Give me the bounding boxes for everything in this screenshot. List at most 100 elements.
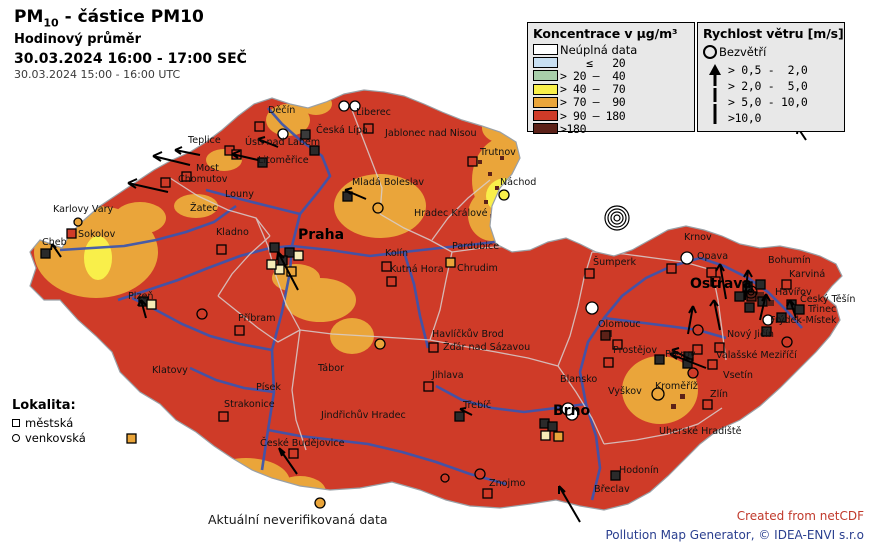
time-range-cet: 30.03.2024 16:00 - 17:00 SEČ <box>14 51 247 68</box>
city-label: Teplice <box>187 135 221 146</box>
city-label: Cheb <box>42 237 67 248</box>
concentration-swatch <box>533 70 558 82</box>
city-label: Ústí nad Labem <box>245 135 320 148</box>
city-label: Tábor <box>317 362 344 374</box>
city-label: Frýdek-Místek <box>770 314 837 326</box>
concentration-legend-row: Neúplná data <box>533 42 694 57</box>
pollutant-prefix: PM <box>14 7 44 27</box>
concentration-range-label: > 70 – 90 <box>560 95 626 110</box>
concentration-range-label: Neúplná data <box>560 42 638 57</box>
city-label: Přerov <box>665 348 696 360</box>
city-label: Prostějov <box>613 344 657 356</box>
city-label: Praha <box>298 227 344 243</box>
city-label: Havířov <box>775 286 812 298</box>
wind-speed-range-label: > 5,0 - 10,0 <box>728 95 808 109</box>
page-title: PM10 - částice PM10 <box>14 8 247 29</box>
city-label: Ostrava <box>690 276 752 292</box>
city-label: Valašské Meziříčí <box>716 349 797 361</box>
wind-arrow-icon <box>709 64 721 124</box>
averaging-label: Hodinový průměr <box>14 32 141 48</box>
city-label: Opava <box>697 251 728 262</box>
title-block: PM10 - částice PM10 Hodinový průměr 30.0… <box>14 8 247 82</box>
country-outline <box>29 89 843 511</box>
wind-calm-label: Bezvětří <box>719 45 767 59</box>
city-label: Kladno <box>216 227 249 238</box>
concentration-swatch <box>533 96 558 108</box>
concentration-range-label: ≤ 20 <box>560 55 626 70</box>
concentration-legend-row: >180 <box>533 121 694 136</box>
city-label: Litoměřice <box>258 154 309 166</box>
locality-item-urban: městská <box>12 415 86 430</box>
concentration-swatch <box>533 110 558 122</box>
wind-arrow-group <box>50 127 807 523</box>
time-range-utc: 30.03.2024 15:00 - 16:00 UTC <box>14 68 181 82</box>
city-label: Krnov <box>684 232 712 243</box>
credit-generator: Pollution Map Generator, © IDEA-ENVI s.r… <box>605 528 864 542</box>
concentration-legend-row: > 90 – 180 <box>533 108 694 123</box>
city-label: Nový Jičín <box>727 328 774 340</box>
locality-legend-title: Lokalita: <box>12 398 76 413</box>
city-label: Liberec <box>356 107 391 118</box>
concentration-legend-row: > 70 – 90 <box>533 95 694 110</box>
concentration-legend-row: ≤ 20 <box>533 55 694 70</box>
concentration-range-label: >180 <box>560 121 587 136</box>
concentration-swatch <box>533 57 558 69</box>
city-label: Trutnov <box>479 147 516 158</box>
concentration-swatch <box>533 123 558 135</box>
city-label: Kroměříž <box>655 380 698 392</box>
city-label: Sokolov <box>78 229 116 240</box>
city-label: Mladá Boleslav <box>352 176 424 188</box>
city-label: Louny <box>225 189 254 200</box>
concentration-legend-title: Koncentrace v µg/m³ <box>533 26 678 41</box>
city-label: Třebíč <box>462 399 491 411</box>
locality-item-rural: venkovská <box>12 430 86 445</box>
status-banner: Aktuální neverifikovaná data <box>202 511 394 528</box>
city-label: Žďár nad Sázavou <box>443 340 530 353</box>
city-label: Karlovy Vary <box>53 204 114 215</box>
urban-square-icon <box>12 418 20 427</box>
city-label: Kutná Hora <box>390 263 444 275</box>
credit-netcdf: Created from netCDF <box>736 509 864 523</box>
city-label: Jindřichův Hradec <box>320 409 406 421</box>
city-label: Český Těšín <box>800 292 855 305</box>
concentration-legend-rows: Neúplná data ≤ 20 > 20 – 40 > 40 – 70 > 70 … <box>528 42 694 136</box>
wind-arrow-scale: > 0,5 - 2,0 > 2,0 - 5,0 > 5,0 - 10,0 >10,0 <box>698 62 844 128</box>
city-label: Brno <box>553 403 591 419</box>
city-label: Zlín <box>710 388 728 400</box>
rural-circle-icon <box>12 433 20 442</box>
rural-station-group[interactable] <box>73 100 793 509</box>
pollutant-subscript: 10 <box>43 16 59 30</box>
city-label: Znojmo <box>489 478 526 489</box>
concentration-range-label: > 90 – 180 <box>560 108 626 123</box>
city-label: Bohumín <box>768 254 811 266</box>
region-borders-layer <box>169 109 727 451</box>
pollutant-suffix: - částice PM10 <box>58 7 204 27</box>
city-label: Příbram <box>238 312 276 324</box>
city-label: Žatec <box>190 201 217 214</box>
city-label: Pardubice <box>452 241 499 252</box>
city-label: Náchod <box>500 176 536 188</box>
wind-legend-title: Rychlost větru [m/s] <box>703 26 844 41</box>
locality-label-rural: venkovská <box>25 430 86 445</box>
city-label: Břeclav <box>594 483 630 495</box>
concentration-legend-row: > 20 – 40 <box>533 69 694 83</box>
city-label: Vsetín <box>723 369 753 381</box>
city-label: Chrudim <box>457 263 498 274</box>
concentration-range-label: > 40 – 70 <box>560 82 626 97</box>
city-label: Chomutov <box>178 174 228 185</box>
city-label: Plzeň <box>128 290 153 302</box>
city-label: Karviná <box>789 268 825 280</box>
city-label: České Budějovice <box>260 436 345 449</box>
city-label: Olomouc <box>598 319 641 330</box>
city-label: Klatovy <box>152 365 188 376</box>
concentration-legend-row: > 40 – 70 <box>533 82 694 97</box>
city-label: Jablonec nad Nisou <box>384 128 477 139</box>
city-label: Kolín <box>385 247 408 259</box>
wind-speed-range-label: > 0,5 - 2,0 <box>728 63 808 77</box>
city-label: Most <box>196 163 219 174</box>
concentration-swatch <box>533 44 558 56</box>
wind-speed-range-label: > 2,0 - 5,0 <box>728 79 808 93</box>
